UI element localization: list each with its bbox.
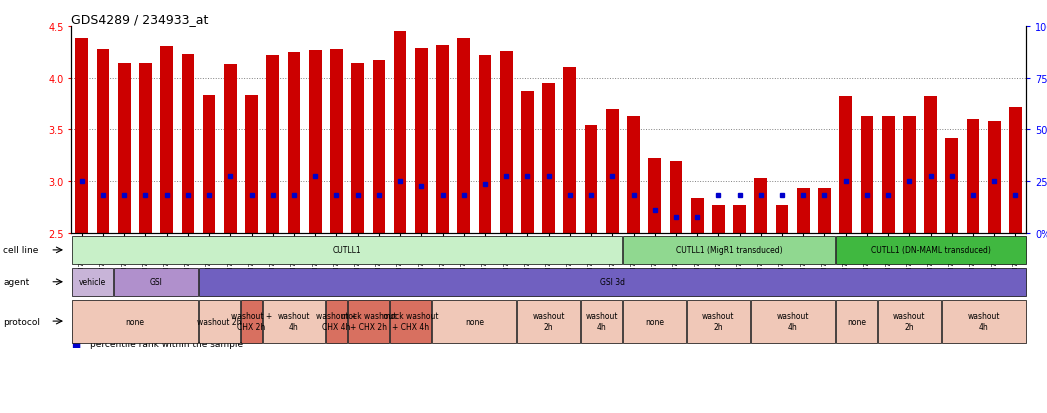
Text: washout +
CHX 4h: washout + CHX 4h (316, 312, 357, 331)
Bar (861, 116, 873, 233)
Bar (712, 206, 725, 233)
Bar (458, 39, 470, 233)
Bar (925, 97, 937, 233)
Bar (118, 64, 131, 233)
Bar (160, 47, 173, 233)
Bar (945, 138, 958, 233)
Bar (96, 50, 109, 233)
Text: washout
2h: washout 2h (532, 312, 565, 331)
Text: none: none (645, 317, 664, 326)
Bar (966, 120, 979, 233)
Text: protocol: protocol (3, 317, 40, 326)
Bar (691, 198, 704, 233)
Text: washout
2h: washout 2h (893, 312, 926, 331)
Bar (648, 159, 661, 233)
Bar (988, 122, 1001, 233)
Bar (521, 92, 534, 233)
Bar (882, 116, 894, 233)
Bar (606, 109, 619, 233)
Text: cell line: cell line (3, 246, 39, 255)
Text: CUTLL1: CUTLL1 (333, 246, 361, 255)
Text: mock washout
+ CHX 2h: mock washout + CHX 2h (340, 312, 396, 331)
Text: washout
2h: washout 2h (703, 312, 735, 331)
Bar (394, 32, 406, 233)
Text: none: none (465, 317, 484, 326)
Text: CUTLL1 (DN-MAML transduced): CUTLL1 (DN-MAML transduced) (871, 246, 990, 255)
Bar (818, 189, 831, 233)
Bar (224, 65, 237, 233)
Text: mock washout
+ CHX 4h: mock washout + CHX 4h (383, 312, 439, 331)
Bar (840, 97, 852, 233)
Text: agent: agent (3, 278, 29, 287)
Bar (542, 83, 555, 233)
Bar (352, 64, 364, 233)
Bar (797, 189, 809, 233)
Text: ■: ■ (71, 328, 81, 338)
Bar (437, 45, 449, 233)
Bar (309, 50, 321, 233)
Text: none: none (847, 317, 866, 326)
Text: transformed count: transformed count (90, 329, 174, 338)
Text: vehicle: vehicle (79, 278, 106, 287)
Text: washout
4h: washout 4h (585, 312, 618, 331)
Bar (266, 56, 280, 233)
Bar (776, 206, 788, 233)
Bar (203, 96, 216, 233)
Bar (584, 126, 598, 233)
Bar (288, 52, 300, 233)
Bar (903, 116, 916, 233)
Bar (733, 206, 745, 233)
Text: washout
4h: washout 4h (777, 312, 809, 331)
Text: washout +
CHX 2h: washout + CHX 2h (231, 312, 272, 331)
Bar (245, 96, 258, 233)
Text: washout
4h: washout 4h (277, 312, 310, 331)
Text: washout
4h: washout 4h (967, 312, 1000, 331)
Bar (478, 56, 491, 233)
Text: percentile rank within the sample: percentile rank within the sample (90, 339, 243, 348)
Bar (563, 68, 576, 233)
Text: none: none (126, 317, 144, 326)
Bar (499, 52, 513, 233)
Bar (415, 48, 427, 233)
Text: GSI: GSI (150, 278, 162, 287)
Bar (139, 64, 152, 233)
Bar (75, 39, 88, 233)
Text: GSI 3d: GSI 3d (600, 278, 625, 287)
Bar (627, 116, 640, 233)
Bar (670, 162, 683, 233)
Text: GDS4289 / 234933_at: GDS4289 / 234933_at (71, 13, 208, 26)
Bar (755, 178, 767, 233)
Bar (330, 50, 342, 233)
Text: washout 2h: washout 2h (198, 317, 242, 326)
Bar (181, 55, 195, 233)
Bar (373, 61, 385, 233)
Text: ■: ■ (71, 339, 81, 349)
Text: CUTLL1 (MigR1 transduced): CUTLL1 (MigR1 transduced) (675, 246, 782, 255)
Bar (1009, 107, 1022, 233)
